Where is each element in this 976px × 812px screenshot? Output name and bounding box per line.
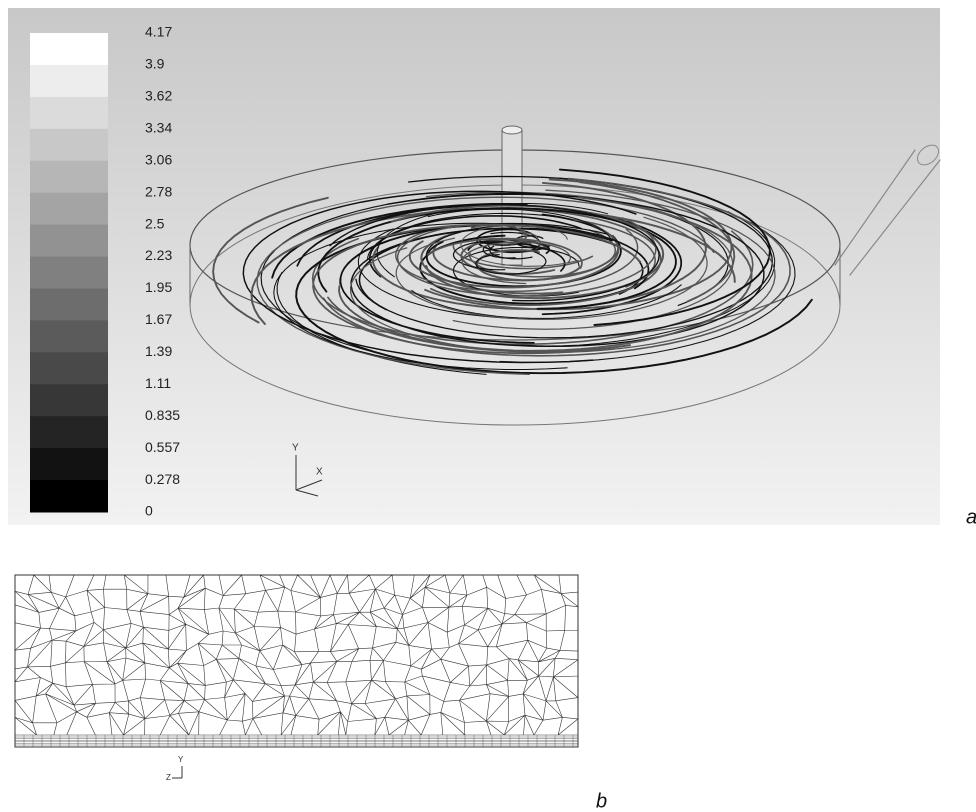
colorbar-band <box>30 65 108 97</box>
colorbar-label: 1.67 <box>145 311 172 327</box>
axis-triad-b <box>172 766 182 778</box>
colorbar-band <box>30 384 108 416</box>
figure: 4.17 3.9 3.62 3.34 3.06 2.78 2.5 2.23 1.95 1.67 1.… <box>0 0 976 812</box>
colorbar-label: 1.39 <box>145 343 172 359</box>
axis-label: Y <box>178 755 184 764</box>
colorbar-label: 2.5 <box>145 215 165 231</box>
panel-label: a <box>966 506 976 528</box>
colorbar-band <box>30 97 108 129</box>
colorbar-band <box>30 161 108 193</box>
colorbar-label: 3.34 <box>145 120 172 136</box>
axis-label: Z <box>166 773 171 782</box>
colorbar-band <box>30 33 108 65</box>
colorbar-band <box>30 193 108 225</box>
colorbar-band <box>30 352 108 384</box>
colorbar-label: 0 <box>145 503 153 519</box>
colorbar-band <box>30 129 108 161</box>
colorbar-label: 1.11 <box>145 375 171 391</box>
colorbar-label: 0.278 <box>145 471 180 487</box>
colorbar-band <box>30 288 108 320</box>
colorbar-label: 4.17 <box>145 24 172 40</box>
colorbar-label: 3.9 <box>145 56 165 72</box>
colorbar-band <box>30 257 108 289</box>
colorbar-band <box>30 448 108 480</box>
colorbar-label: 0.557 <box>145 439 180 455</box>
shaft-top <box>502 126 522 134</box>
colorbar-band <box>30 225 108 257</box>
colorbar-label: 0.835 <box>145 407 180 423</box>
boundary-layer <box>15 735 578 747</box>
mesh-edges <box>15 575 578 735</box>
panel-label: b <box>596 790 607 812</box>
axis-label: X <box>316 467 323 478</box>
mesh <box>15 575 578 747</box>
colorbar-label: 1.95 <box>145 279 172 295</box>
colorbar-label: 3.62 <box>145 88 172 104</box>
colorbar-band <box>30 416 108 448</box>
colorbar-label: 2.23 <box>145 247 172 263</box>
axis-label: Y <box>292 443 299 454</box>
colorbar-band <box>30 480 108 512</box>
colorbar-label: 3.06 <box>145 151 172 167</box>
colorbar-band <box>30 320 108 352</box>
colorbar-label: 2.78 <box>145 183 172 199</box>
